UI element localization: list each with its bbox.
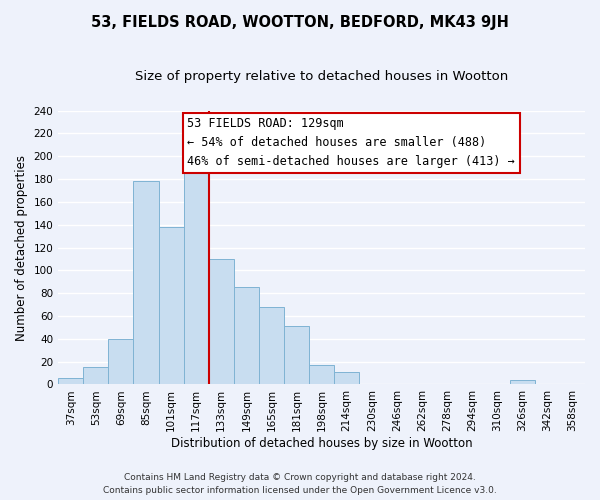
Bar [309,365,334,384]
Bar [83,368,109,384]
X-axis label: Distribution of detached houses by size in Wootton: Distribution of detached houses by size … [171,437,472,450]
Text: Contains HM Land Registry data © Crown copyright and database right 2024.
Contai: Contains HM Land Registry data © Crown c… [103,474,497,495]
Bar [133,182,158,384]
Text: 53 FIELDS ROAD: 129sqm
← 54% of detached houses are smaller (488)
46% of semi-de: 53 FIELDS ROAD: 129sqm ← 54% of detached… [187,118,515,168]
Bar [284,326,309,384]
Bar [58,378,83,384]
Title: Size of property relative to detached houses in Wootton: Size of property relative to detached ho… [135,70,508,83]
Bar [234,288,259,384]
Bar [158,227,184,384]
Y-axis label: Number of detached properties: Number of detached properties [15,154,28,340]
Bar [510,380,535,384]
Bar [184,172,209,384]
Text: 53, FIELDS ROAD, WOOTTON, BEDFORD, MK43 9JH: 53, FIELDS ROAD, WOOTTON, BEDFORD, MK43 … [91,15,509,30]
Bar [109,339,133,384]
Bar [259,307,284,384]
Bar [209,259,234,384]
Bar [334,372,359,384]
